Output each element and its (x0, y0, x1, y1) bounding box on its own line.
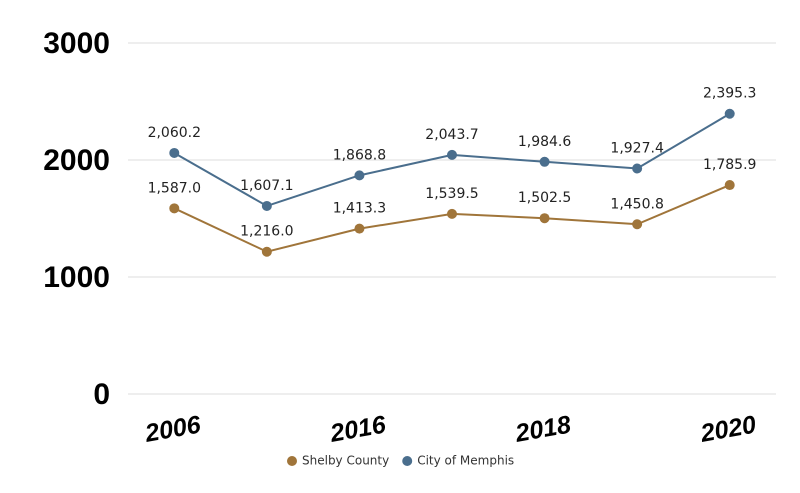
point (447, 149, 457, 160)
legend-marker (287, 456, 297, 466)
value-label: 1,607.1 (240, 178, 293, 194)
point (632, 163, 643, 174)
point (632, 219, 643, 230)
x-tick-label: 2006 (142, 410, 204, 448)
value-label: 1,785.9 (703, 157, 756, 173)
value-label: 2,395.3 (703, 86, 756, 102)
point (261, 200, 272, 211)
y-tick-label: 2000 (43, 144, 110, 177)
point (169, 203, 180, 214)
value-label: 2,043.7 (425, 127, 478, 143)
x-tick-label: 2018 (512, 410, 573, 447)
x-tick-label: 2016 (327, 410, 389, 448)
value-label: 1,539.5 (425, 186, 478, 202)
value-label: 2,060.2 (148, 125, 201, 141)
y-tick-label: 0 (93, 378, 110, 411)
legend-label: Shelby County (302, 454, 389, 468)
point (724, 180, 735, 191)
x-tick-label: 2020 (698, 410, 759, 447)
value-label: 1,450.8 (610, 196, 663, 212)
y-tick-label: 1000 (43, 261, 110, 294)
legend-label: City of Memphis (417, 454, 514, 468)
value-label: 1,984.6 (518, 134, 572, 150)
point (539, 213, 550, 224)
point (539, 156, 550, 167)
point (261, 246, 272, 257)
value-label: 1,587.0 (148, 180, 201, 196)
point (169, 147, 180, 158)
y-tick-label: 3000 (43, 27, 110, 60)
point (447, 208, 457, 219)
point (724, 108, 735, 119)
value-label: 1,413.3 (333, 201, 386, 217)
value-label: 1,927.4 (610, 140, 664, 156)
value-label: 1,502.5 (518, 190, 571, 206)
point (354, 223, 365, 234)
value-label: 1,868.8 (333, 147, 386, 163)
value-label: 1,216.0 (240, 224, 293, 240)
point (354, 170, 365, 181)
legend-marker (402, 456, 413, 466)
